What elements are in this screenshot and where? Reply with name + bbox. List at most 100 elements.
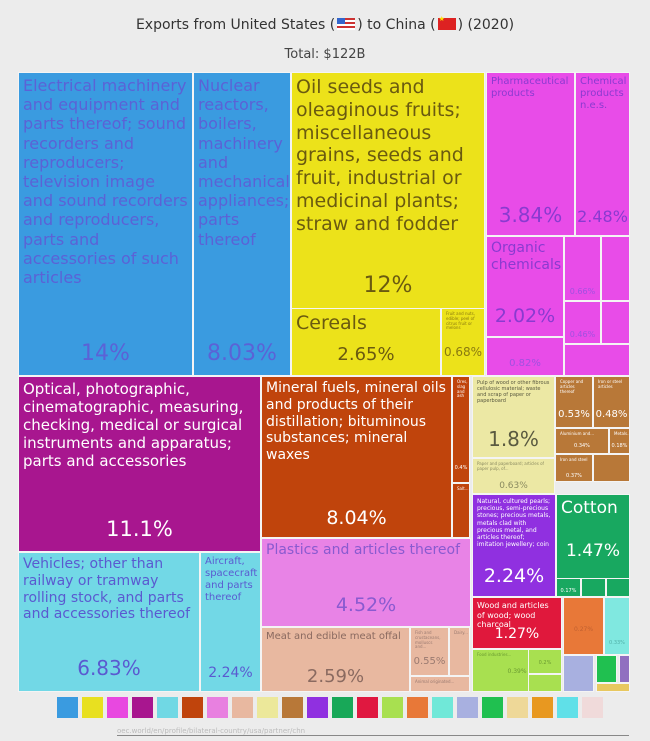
legend-swatch[interactable] <box>82 697 103 718</box>
treemap-tile[interactable]: Dairy... <box>449 627 470 676</box>
tile-percent: 1.27% <box>494 626 540 642</box>
treemap-tile[interactable] <box>593 454 630 482</box>
legend-swatch[interactable] <box>507 697 528 718</box>
treemap-tile[interactable]: 0.46% <box>564 301 601 344</box>
source-link[interactable]: oec.world/en/profile/bilateral-country/u… <box>117 727 629 736</box>
treemap-tile[interactable]: Iron or steel articles 0.48% <box>593 376 630 428</box>
legend-swatch[interactable] <box>257 697 278 718</box>
treemap-tile[interactable]: Aircraft, spacecraft and parts thereof 2.… <box>200 552 261 692</box>
tile-label: Fruit and nuts, edible; peel of citrus f… <box>446 311 475 331</box>
treemap-tile[interactable]: Natural, cultured pearls; precious, semi… <box>472 494 556 597</box>
treemap-tile[interactable]: Chemical products n.e.s. 2.48% <box>575 72 630 236</box>
treemap-tile[interactable]: Oil seeds and oleaginous fruits; miscell… <box>291 72 485 309</box>
treemap-tile[interactable]: Organic chemicals 2.02% <box>486 236 564 337</box>
title-text: ) (2020) <box>457 17 515 33</box>
treemap-tile[interactable]: Copper and articles thereof 0.53% <box>555 376 593 428</box>
tile-percent: 2.24% <box>208 665 253 681</box>
treemap-tile[interactable]: 0.27% <box>563 597 604 655</box>
treemap-tile[interactable] <box>606 578 630 597</box>
title-text: ) to China ( <box>357 17 436 33</box>
treemap-tile[interactable]: Pharmaceutical products 3.84% <box>486 72 575 236</box>
treemap-tile[interactable]: 0.17% <box>556 578 581 597</box>
treemap-tile[interactable]: Electrical machinery and equipment and p… <box>18 72 193 376</box>
tile-label: Vehicles; other than railway or tramway … <box>23 556 191 623</box>
treemap-tile[interactable]: Salt... <box>452 483 470 538</box>
treemap-tile[interactable]: Aluminium and... 0.34% <box>555 428 609 454</box>
tile-label: Iron or steel articles <box>598 379 623 389</box>
legend-swatch[interactable] <box>432 697 453 718</box>
legend-swatch[interactable] <box>182 697 203 718</box>
tile-label: Organic chemicals <box>491 240 562 273</box>
treemap-tile[interactable]: 0.82% <box>486 337 564 376</box>
treemap-tile[interactable]: 0.2% <box>528 649 562 674</box>
legend-swatch[interactable] <box>557 697 578 718</box>
treemap-tile[interactable] <box>619 655 630 683</box>
treemap-tile[interactable] <box>563 655 594 692</box>
legend-swatch[interactable] <box>307 697 328 718</box>
tile-percent: 0.66% <box>569 287 596 296</box>
tile-percent: 0.53% <box>558 409 590 420</box>
tile-label: Animal originated... <box>415 679 455 684</box>
tile-percent: 0.17% <box>560 588 577 594</box>
tile-label: Dairy... <box>454 630 468 635</box>
treemap-tile[interactable]: 0.33% <box>604 597 630 655</box>
treemap-tile[interactable]: 0.66% <box>564 236 601 301</box>
treemap-tile[interactable] <box>601 301 630 344</box>
treemap-tile[interactable]: Wood and articles of wood; wood charcoal… <box>472 597 562 649</box>
tile-percent: 8.04% <box>326 507 387 529</box>
legend-swatch[interactable] <box>207 697 228 718</box>
treemap-tile[interactable] <box>581 578 606 597</box>
legend-swatch[interactable] <box>582 697 603 718</box>
tile-percent: 0.37% <box>566 473 582 479</box>
legend-swatch[interactable] <box>282 697 303 718</box>
tile-label: Aircraft, spacecraft and parts thereof <box>205 556 258 603</box>
treemap-tile[interactable]: Metals... 0.18% <box>609 428 630 454</box>
tile-label: Paper and paperboard; articles of paper … <box>477 461 544 471</box>
treemap-tile[interactable]: Cereals 2.65% <box>291 308 441 376</box>
tile-percent: 0.82% <box>509 358 541 369</box>
tile-label: Pulp of wood or other fibrous cellulosic… <box>477 380 550 404</box>
chart-title: Exports from United States ( ) to China (… <box>0 15 650 33</box>
legend-swatch[interactable] <box>482 697 503 718</box>
title-text: Exports from United States ( <box>135 17 336 33</box>
treemap-tile[interactable]: Iron and steel 0.37% <box>555 454 593 482</box>
legend-swatch[interactable] <box>157 697 178 718</box>
tile-label: Mineral fuels, mineral oils and products… <box>266 380 446 464</box>
tile-label: Cotton <box>561 498 618 518</box>
treemap-tile[interactable]: Mineral fuels, mineral oils and products… <box>261 376 452 538</box>
treemap-tile[interactable] <box>528 674 562 692</box>
legend-swatch[interactable] <box>357 697 378 718</box>
legend-swatch[interactable] <box>332 697 353 718</box>
treemap-tile[interactable]: Meat and edible meat offal 2.59% <box>261 627 410 692</box>
treemap-tile[interactable]: Pulp of wood or other fibrous cellulosic… <box>472 376 555 458</box>
treemap-tile[interactable]: Vehicles; other than railway or tramway … <box>18 552 200 692</box>
legend-swatch[interactable] <box>457 697 478 718</box>
legend-swatch[interactable] <box>107 697 128 718</box>
tile-label: Food industries... <box>477 652 512 657</box>
treemap-tile[interactable]: Optical, photographic, cinematographic, … <box>18 376 261 552</box>
legend-swatch[interactable] <box>57 697 78 718</box>
treemap-tile[interactable] <box>601 236 630 301</box>
legend-swatch[interactable] <box>407 697 428 718</box>
tile-percent: 0.18% <box>611 443 628 449</box>
tile-percent: 0.27% <box>573 626 594 633</box>
treemap-tile[interactable]: Ores, slag and ash 0.4% <box>452 376 470 483</box>
tile-percent: 0.39% <box>507 668 527 675</box>
treemap-tile[interactable] <box>596 655 617 683</box>
treemap-tile[interactable]: Paper and paperboard; articles of paper … <box>472 458 555 494</box>
treemap-tile[interactable] <box>564 344 630 376</box>
treemap-tile[interactable]: Fish and crustaceans, molluscs and... 0.5… <box>410 627 449 676</box>
legend-swatch[interactable] <box>532 697 553 718</box>
treemap-tile[interactable] <box>596 683 630 692</box>
treemap-tile[interactable]: Nuclear reactors, boilers, machinery and… <box>193 72 291 376</box>
treemap-tile[interactable]: Plastics and articles thereof 4.52% <box>261 538 471 627</box>
treemap-tile[interactable]: Animal originated... <box>410 676 470 692</box>
treemap-tile[interactable]: Fruit and nuts, edible; peel of citrus f… <box>441 308 485 376</box>
tile-percent: 1.8% <box>488 427 539 451</box>
tile-label: Optical, photographic, cinematographic, … <box>23 380 244 470</box>
tile-percent: 0.34% <box>574 443 590 449</box>
tile-percent: 14% <box>81 341 130 366</box>
legend-swatch[interactable] <box>232 697 253 718</box>
legend-swatch[interactable] <box>132 697 153 718</box>
legend-swatch[interactable] <box>382 697 403 718</box>
